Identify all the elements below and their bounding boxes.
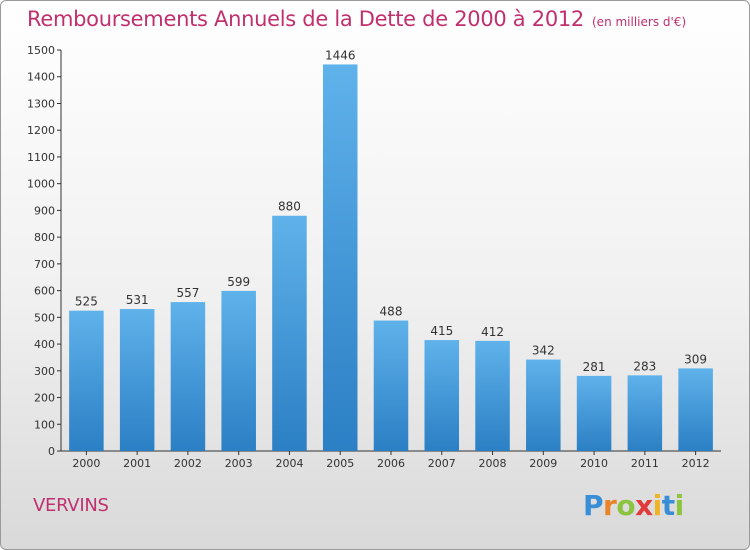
bar [272, 215, 307, 451]
x-tick-label: 2009 [529, 457, 557, 470]
x-tick-label: 2007 [428, 457, 456, 470]
axes: 0 100 200 300 400 500 600 700 800 900 1000 1100 1200… [27, 44, 721, 470]
bar [119, 309, 155, 451]
data-label: 488 [380, 305, 403, 319]
y-tick-label: 900 [34, 204, 55, 217]
data-label: 531 [126, 293, 149, 307]
x-tick-label: 2000 [72, 457, 100, 470]
x-tick-label: 2004 [275, 457, 303, 470]
y-tick-label: 1100 [27, 151, 55, 164]
y-tick-label: 1400 [27, 71, 55, 84]
data-label: 283 [633, 359, 656, 373]
y-tick-label: 200 [34, 392, 55, 405]
y-tick-label: 600 [34, 285, 55, 298]
chart-title-text: Remboursements Annuels de la Dette de 20… [27, 7, 584, 31]
chart-unit: (en milliers d'€) [592, 15, 687, 29]
y-tick-label: 1500 [27, 44, 55, 57]
bar [526, 359, 561, 451]
bar [627, 375, 663, 451]
chart-title: Remboursements Annuels de la Dette de 20… [27, 7, 686, 31]
data-label: 599 [227, 275, 250, 289]
x-tick-label: 2002 [174, 457, 202, 470]
data-label: 557 [176, 286, 199, 300]
bar [170, 302, 206, 451]
y-tick-label: 1000 [27, 178, 55, 191]
data-label: 415 [430, 324, 453, 338]
y-tick-label: 400 [34, 338, 55, 351]
data-label: 1446 [325, 48, 356, 62]
y-tick-label: 800 [34, 231, 55, 244]
x-tick-label: 2011 [631, 457, 659, 470]
data-label: 412 [481, 325, 504, 339]
bars [69, 64, 713, 451]
bar [69, 310, 104, 451]
bar [373, 320, 409, 451]
x-tick-label: 2001 [123, 457, 151, 470]
bar [475, 340, 510, 451]
y-tick-label: 1200 [27, 124, 55, 137]
data-label: 281 [583, 360, 606, 374]
y-tick-label: 700 [34, 258, 55, 271]
y-tick-label: 500 [34, 311, 55, 324]
bar [221, 290, 256, 451]
y-tick-label: 300 [34, 365, 55, 378]
value-labels: 525 531 557 599 880 1446 488 415 412 342 281 283 309 [75, 48, 707, 373]
y-tick-label: 1300 [27, 97, 55, 110]
data-label: 309 [684, 352, 707, 366]
bar [322, 64, 358, 451]
x-tick-label: 2005 [326, 457, 354, 470]
x-tick-label: 2012 [682, 457, 710, 470]
proxiti-logo[interactable]: Proxiti [583, 489, 684, 522]
x-tick-label: 2008 [479, 457, 507, 470]
bar [424, 340, 460, 451]
data-label: 525 [75, 295, 98, 309]
x-tick-label: 2010 [580, 457, 608, 470]
x-tick-label: 2003 [225, 457, 253, 470]
data-label: 880 [278, 200, 301, 214]
x-tick-label: 2006 [377, 457, 405, 470]
bar [678, 368, 713, 451]
y-tick-label: 100 [34, 418, 55, 431]
bar [576, 375, 612, 451]
data-label: 342 [532, 344, 555, 358]
y-tick-label: 0 [48, 445, 55, 458]
commune-name: VERVINS [33, 495, 109, 516]
